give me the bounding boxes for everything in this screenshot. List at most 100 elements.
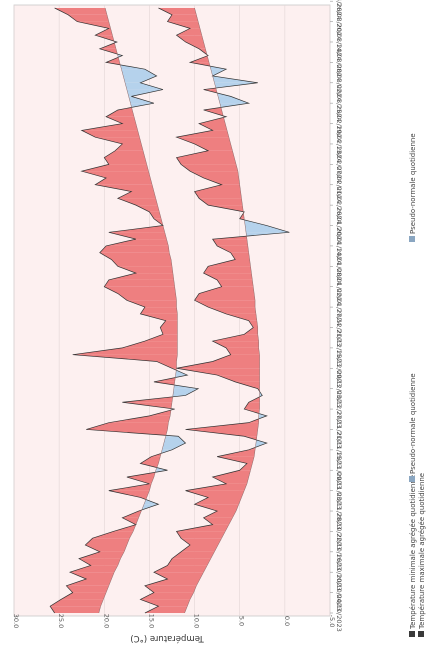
area-above-0-6 bbox=[69, 565, 118, 573]
series-line-1 bbox=[139, 7, 290, 614]
y-tick-label: 25.0 bbox=[57, 614, 65, 628]
normal-line-0 bbox=[98, 7, 178, 614]
area-above-0-46 bbox=[117, 293, 177, 301]
series-lines bbox=[49, 7, 290, 614]
area-above-0-0 bbox=[50, 606, 101, 613]
area-above-1-61 bbox=[194, 191, 242, 199]
x-tick-label: 15/12/2023 bbox=[335, 350, 343, 387]
area-above-0-47 bbox=[104, 286, 176, 294]
area-above-0-71 bbox=[81, 123, 138, 131]
area-above-0-4 bbox=[66, 579, 112, 586]
area-above-0-52 bbox=[99, 252, 172, 260]
area-below-0-77 bbox=[125, 82, 163, 90]
area-above-1-15 bbox=[194, 504, 239, 512]
y-tick-label: 5.0 bbox=[238, 616, 246, 626]
x-tick-label: 21/11/2023 bbox=[335, 431, 343, 468]
legend-item: Pseudo-normale quotidienne bbox=[409, 373, 417, 482]
area-above-1-8 bbox=[172, 551, 215, 559]
area-above-1-34 bbox=[217, 375, 260, 382]
area-above-1-48 bbox=[217, 279, 254, 287]
legend-label: Température maximale agrégée quotidienne bbox=[418, 473, 426, 630]
legend-swatch bbox=[409, 476, 415, 482]
area-above-0-61 bbox=[117, 191, 156, 199]
area-above-1-53 bbox=[217, 245, 249, 253]
area-above-0-68 bbox=[115, 143, 144, 151]
area-above-1-86 bbox=[167, 21, 200, 29]
area-above-1-51 bbox=[208, 259, 251, 267]
area-above-0-60 bbox=[117, 198, 158, 206]
area-above-0-8 bbox=[79, 551, 125, 559]
x-tick-label: 07/02/2024 bbox=[335, 166, 343, 203]
area-above-0-38 bbox=[72, 347, 178, 355]
area-above-0-67 bbox=[104, 150, 145, 158]
area-above-0-87 bbox=[68, 14, 109, 22]
x-tick-label: 20/03/2024 bbox=[335, 23, 343, 60]
area-above-1-50 bbox=[203, 266, 252, 274]
legend: Température minimale agrégée quotidienne… bbox=[409, 133, 426, 637]
area-above-1-1 bbox=[140, 599, 191, 607]
legend-item: Pseudo-normale quotidienne bbox=[409, 133, 417, 242]
area-above-1-4 bbox=[144, 579, 200, 586]
area-above-0-62 bbox=[95, 184, 154, 192]
area-above-1-84 bbox=[176, 35, 204, 42]
series-line-0 bbox=[49, 7, 200, 614]
area-above-1-66 bbox=[176, 157, 237, 165]
area-above-1-42 bbox=[248, 320, 258, 328]
area-below-0-24 bbox=[162, 443, 186, 450]
area-above-1-49 bbox=[203, 273, 253, 280]
area-below-0-78 bbox=[123, 75, 157, 83]
area-above-0-3 bbox=[66, 585, 109, 593]
area-above-1-21 bbox=[239, 463, 253, 471]
legend-item: Température maximale agrégée quotidienne bbox=[418, 473, 426, 637]
legend-swatch bbox=[409, 236, 415, 242]
area-above-0-44 bbox=[140, 307, 178, 314]
x-tick-label: 03/12/2023 bbox=[335, 390, 343, 427]
x-tick-label: 15/11/2023 bbox=[335, 451, 343, 488]
area-above-1-3 bbox=[144, 585, 197, 593]
x-tick-label: 09/12/2023 bbox=[335, 370, 343, 407]
area-above-1-12 bbox=[176, 524, 229, 532]
x-tick-label: 26/01/2024 bbox=[335, 207, 343, 244]
area-above-0-55 bbox=[108, 232, 167, 240]
y-tick-label: 15.0 bbox=[147, 614, 155, 628]
area-above-1-64 bbox=[190, 171, 239, 178]
area-above-1-18 bbox=[185, 483, 247, 491]
x-tick-label: 03/11/2023 bbox=[335, 492, 343, 529]
y-tick-label: 10.0 bbox=[193, 614, 201, 628]
area-above-1-60 bbox=[199, 198, 243, 206]
x-tick-label: 16/10/2023 bbox=[335, 553, 343, 590]
area-above-0-70 bbox=[81, 130, 140, 138]
area-above-1-16 bbox=[194, 497, 242, 505]
y-axis-title: Température (°C) bbox=[130, 633, 204, 644]
x-tick-label: 27/12/2023 bbox=[335, 309, 343, 346]
area-above-0-54 bbox=[106, 239, 169, 246]
area-above-1-36 bbox=[176, 361, 260, 369]
area-above-1-71 bbox=[199, 123, 228, 131]
area-above-0-58 bbox=[149, 211, 162, 219]
area-above-0-48 bbox=[104, 279, 175, 287]
area-above-0-11 bbox=[92, 531, 134, 539]
area-above-0-41 bbox=[160, 327, 178, 335]
x-tick-label: 09/11/2023 bbox=[335, 472, 343, 509]
x-tick-label: 04/10/2023 bbox=[335, 594, 343, 631]
x-tick-label: 22/10/2023 bbox=[335, 533, 343, 570]
area-above-1-63 bbox=[203, 177, 240, 185]
legend-label: Température minimale agrégée quotidienne bbox=[409, 475, 417, 630]
x-tick-label: 13/02/2024 bbox=[335, 146, 343, 183]
area-above-1-46 bbox=[194, 293, 256, 301]
y-tick-label: 0.0 bbox=[283, 616, 291, 626]
area-above-0-17 bbox=[108, 490, 150, 498]
area-above-1-6 bbox=[153, 565, 208, 573]
area-above-1-88 bbox=[158, 8, 197, 15]
area-above-1-87 bbox=[167, 14, 199, 22]
area-above-1-30 bbox=[244, 402, 260, 410]
normal-line-1 bbox=[184, 7, 260, 614]
area-below-0-32 bbox=[172, 388, 199, 396]
legend-swatch bbox=[418, 631, 424, 637]
x-tick-label: 26/03/2024 bbox=[335, 3, 343, 40]
area-above-1-65 bbox=[181, 164, 238, 172]
area-above-1-17 bbox=[185, 490, 245, 498]
temperature-tick-labels: 30.0 25.0 20.0 15.0 10.0 5.0 0.0 -5.0 bbox=[12, 614, 336, 628]
area-above-1-37 bbox=[212, 354, 260, 362]
x-tick-label: 14/01/2024 bbox=[335, 248, 343, 285]
